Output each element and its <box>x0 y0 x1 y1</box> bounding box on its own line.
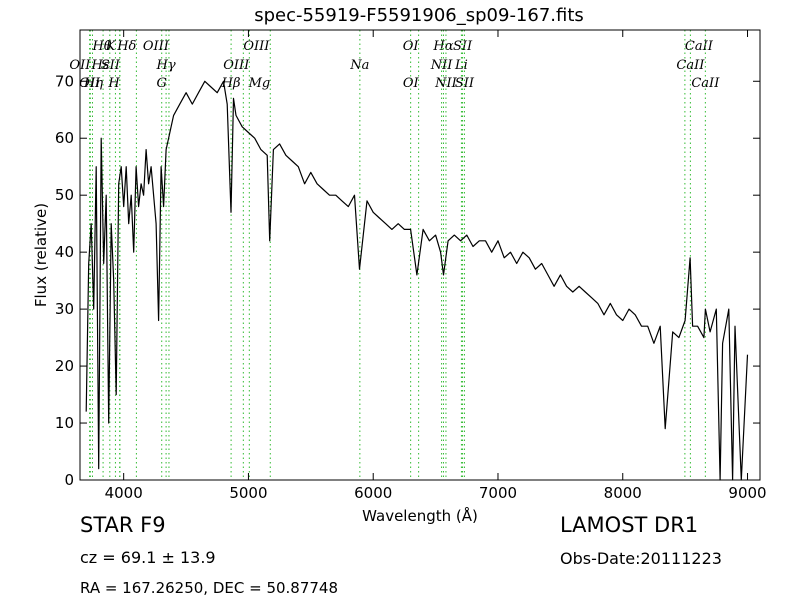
x-tick-label-5: 9000 <box>728 484 766 502</box>
line-label-23: NII <box>434 76 458 91</box>
x-tick-label-3: 7000 <box>479 484 517 502</box>
line-label-10: G <box>157 76 167 91</box>
y-axis: 0 10 20 30 40 50 60 70 <box>55 72 760 489</box>
line-label-26: CaII <box>676 58 705 73</box>
line-label-17: OI <box>403 39 420 54</box>
line-label-5: K <box>105 39 117 54</box>
chart-title: spec-55919-F5591906_sp09-167.fits <box>254 5 584 26</box>
object-class: STAR F9 <box>80 513 166 537</box>
line-label-15: Mg <box>248 76 271 91</box>
line-label-21: NII <box>430 58 454 73</box>
redshift-text: cz = 69.1 ± 13.9 <box>80 548 216 567</box>
x-axis: 4000 5000 6000 7000 8000 9000 <box>105 30 767 502</box>
line-label-20: SII <box>453 39 473 54</box>
y-axis-label: Flux (relative) <box>32 203 50 307</box>
y-tick-label-4: 40 <box>55 243 74 261</box>
line-label-8: Hδ <box>116 39 136 54</box>
line-label-13: OIII <box>223 58 250 73</box>
line-label-12: OIII <box>243 39 270 54</box>
spectrum-series <box>85 80 749 481</box>
line-label-14: Hβ <box>221 76 241 91</box>
line-label-24: SII <box>455 76 475 91</box>
line-label-18: OI <box>403 76 420 91</box>
coordinates: RA = 167.26250, DEC = 50.87748 <box>80 579 339 597</box>
line-label-1: Hθ <box>91 39 111 54</box>
x-axis-label: Wavelength (Å) <box>362 506 478 525</box>
x-tick-label-0: 4000 <box>105 484 143 502</box>
line-label-4: Hε <box>90 58 109 73</box>
plot-frame <box>79 29 761 481</box>
line-label-25: CaII <box>685 39 714 54</box>
line-label-0: OII <box>79 76 101 91</box>
spectrum-line <box>85 80 749 481</box>
y-tick-label-7: 70 <box>55 72 74 90</box>
y-tick-label-6: 60 <box>55 129 74 147</box>
y-tick-label-2: 20 <box>55 357 74 375</box>
line-label-9: Hγ <box>156 58 176 73</box>
y-tick-label-0: 0 <box>64 471 74 489</box>
y-tick-label-3: 30 <box>55 300 74 318</box>
y-tick-label-5: 50 <box>55 186 74 204</box>
line-label-3: Hη <box>83 76 103 91</box>
x-tick-label-4: 8000 <box>604 484 642 502</box>
line-label-19: Hα <box>432 39 453 54</box>
obs-date: Obs-Date:20111223 <box>560 549 722 568</box>
line-label-22: Li <box>454 58 468 73</box>
line-label-16: Na <box>349 58 369 73</box>
x-tick-label-1: 5000 <box>229 484 267 502</box>
y-tick-label-1: 10 <box>55 414 74 432</box>
survey-name: LAMOST DR1 <box>560 513 699 537</box>
line-label-6: SII <box>101 58 121 73</box>
line-label-27: CaII <box>691 76 720 91</box>
line-label-11: OIII <box>143 39 170 54</box>
x-tick-label-2: 6000 <box>354 484 392 502</box>
line-label-7: H <box>107 76 120 91</box>
